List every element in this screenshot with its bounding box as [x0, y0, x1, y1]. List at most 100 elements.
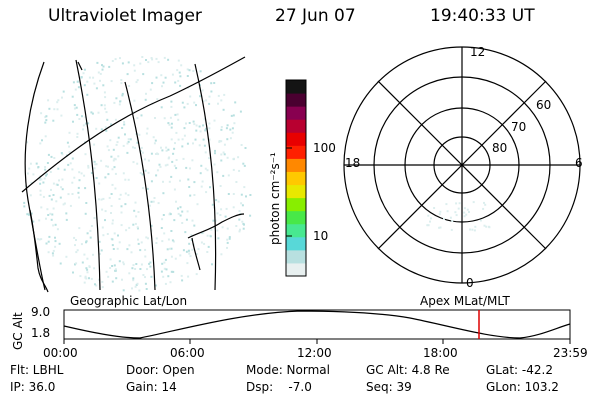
- speckle: [72, 120, 74, 123]
- speckle: [238, 230, 241, 233]
- speckle: [73, 176, 76, 179]
- speckle: [56, 101, 59, 104]
- speckle: [217, 200, 220, 203]
- speckle: [28, 213, 30, 216]
- speckle: [32, 173, 35, 176]
- speckle: [60, 152, 63, 154]
- speckle: [102, 234, 105, 237]
- speckle: [120, 224, 123, 227]
- speckle: [217, 94, 220, 97]
- speckle: [195, 253, 198, 255]
- speckle: [101, 68, 104, 71]
- speckle: [220, 99, 223, 102]
- speckle: [30, 181, 33, 184]
- speckle: [168, 180, 171, 183]
- speckle: [220, 140, 223, 143]
- speckle: [181, 101, 184, 104]
- speckle: [86, 257, 89, 260]
- speckle: [138, 289, 141, 292]
- speckle: [240, 193, 243, 196]
- speckle: [160, 270, 163, 273]
- speckle: [146, 127, 149, 130]
- speckle: [244, 147, 247, 149]
- speckle: [203, 242, 206, 245]
- info-glon: GLon: 103.2: [486, 380, 559, 394]
- speckle: [123, 121, 126, 123]
- speckle: [170, 100, 173, 103]
- speckle: [83, 174, 86, 177]
- speckle: [426, 224, 429, 227]
- speckle: [153, 142, 156, 145]
- speckle: [120, 205, 123, 208]
- speckle: [153, 197, 156, 199]
- speckle: [202, 100, 205, 103]
- speckle: [210, 228, 213, 231]
- speckle: [73, 107, 76, 110]
- speckle: [38, 238, 41, 241]
- speckle: [455, 214, 458, 217]
- speckle: [487, 225, 490, 228]
- speckle: [219, 214, 222, 216]
- speckle: [187, 249, 190, 252]
- timeline-x-label: 18:00: [423, 346, 458, 360]
- speckle: [159, 165, 162, 168]
- speckle: [188, 122, 191, 124]
- speckle: [111, 238, 114, 241]
- speckle: [231, 127, 234, 130]
- speckle: [220, 126, 223, 128]
- speckle: [74, 244, 76, 247]
- date-label: 27 Jun 07: [275, 6, 356, 26]
- speckle: [133, 147, 136, 149]
- speckle: [45, 217, 47, 220]
- speckle: [181, 279, 184, 282]
- speckle: [35, 162, 38, 165]
- speckle: [111, 244, 114, 247]
- speckle: [60, 114, 63, 117]
- speckle: [195, 129, 198, 132]
- speckle: [142, 274, 145, 276]
- speckle: [188, 242, 191, 245]
- speckle: [473, 229, 476, 232]
- speckle: [146, 268, 148, 271]
- speckle: [104, 176, 107, 179]
- speckle: [53, 108, 56, 111]
- speckle: [86, 232, 89, 235]
- speckle: [219, 185, 222, 187]
- speckle: [146, 187, 149, 190]
- speckle: [73, 104, 76, 107]
- speckle: [150, 180, 153, 183]
- speckle: [102, 84, 105, 87]
- timeline-left-label: Geographic Lat/Lon: [70, 294, 188, 308]
- speckle: [50, 218, 53, 221]
- speckle: [87, 122, 90, 125]
- speckle: [223, 153, 226, 156]
- speckle: [166, 163, 169, 166]
- speckle: [111, 222, 114, 225]
- speckle: [162, 180, 164, 183]
- speckle: [98, 278, 100, 281]
- speckle: [223, 93, 226, 96]
- speckle: [88, 265, 91, 268]
- speckle: [213, 82, 216, 84]
- speckle: [179, 75, 182, 78]
- speckle: [220, 128, 223, 131]
- speckle: [144, 276, 146, 279]
- polar-label-6: 6: [575, 156, 583, 170]
- speckle: [173, 164, 176, 167]
- speckle: [188, 69, 191, 72]
- speckle: [110, 123, 113, 126]
- speckle: [187, 86, 190, 89]
- speckle: [113, 157, 116, 160]
- speckle: [122, 144, 125, 147]
- speckle: [56, 183, 59, 186]
- speckle: [144, 282, 147, 285]
- speckle: [86, 268, 89, 271]
- speckle: [49, 212, 52, 215]
- speckle: [124, 133, 126, 136]
- speckle: [187, 275, 190, 278]
- speckle: [208, 138, 211, 141]
- coastline: [29, 209, 49, 293]
- speckle: [132, 111, 135, 114]
- speckle: [211, 263, 213, 266]
- speckle: [242, 222, 245, 225]
